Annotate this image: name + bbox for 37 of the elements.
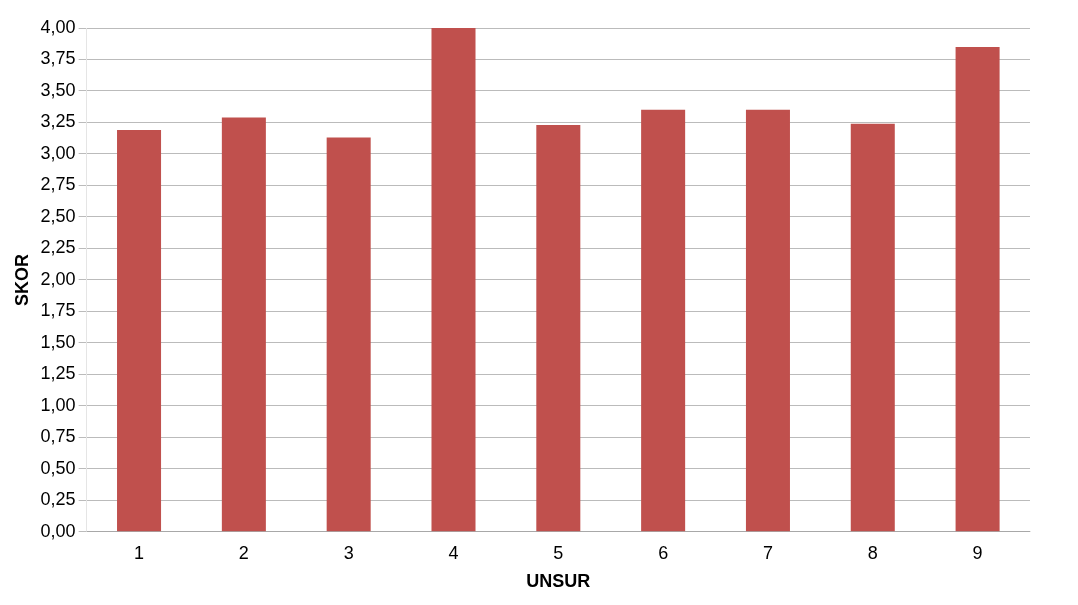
y-tick-label: 2,50	[40, 205, 76, 226]
bar	[431, 28, 476, 532]
bar	[326, 137, 371, 532]
bar	[641, 109, 686, 532]
y-tick-label: 1,25	[40, 363, 76, 384]
x-tick-label: 1	[134, 542, 145, 563]
y-tick-label: 3,50	[40, 79, 76, 100]
y-tick-label: 2,75	[40, 174, 76, 195]
bar	[117, 130, 162, 532]
bar	[745, 109, 790, 532]
x-axis-title: UNSUR	[526, 571, 591, 592]
x-tick-label: 6	[658, 542, 669, 563]
x-tick-label: 7	[762, 542, 773, 563]
y-tick-label: 1,00	[40, 394, 76, 415]
bar	[221, 117, 266, 532]
x-tick-label: 9	[972, 542, 983, 563]
y-tick-label: 1,75	[40, 300, 76, 321]
y-tick-label: 0,50	[40, 457, 76, 478]
y-tick-label: 2,00	[40, 268, 76, 289]
x-tick-label: 2	[238, 542, 249, 563]
y-axis-title: SKOR	[11, 253, 32, 306]
y-tick-label: 3,00	[40, 142, 76, 163]
y-tick-label: 2,25	[40, 237, 76, 258]
bar	[536, 124, 581, 532]
x-tick-label: 4	[448, 542, 459, 563]
bar	[850, 123, 895, 532]
y-tick-label: 1,50	[40, 331, 76, 352]
x-tick-label: 8	[867, 542, 878, 563]
y-tick-label: 3,75	[40, 48, 76, 69]
y-tick-label: 0,75	[40, 426, 76, 447]
x-tick-label: 3	[343, 542, 354, 563]
bar	[955, 46, 1000, 532]
y-tick-label: 0,25	[40, 489, 76, 510]
x-tick-label: 5	[553, 542, 564, 563]
y-tick-label: 0,00	[40, 520, 76, 541]
y-tick-label: 4,00	[40, 16, 76, 37]
y-tick-label: 3,25	[40, 111, 76, 132]
